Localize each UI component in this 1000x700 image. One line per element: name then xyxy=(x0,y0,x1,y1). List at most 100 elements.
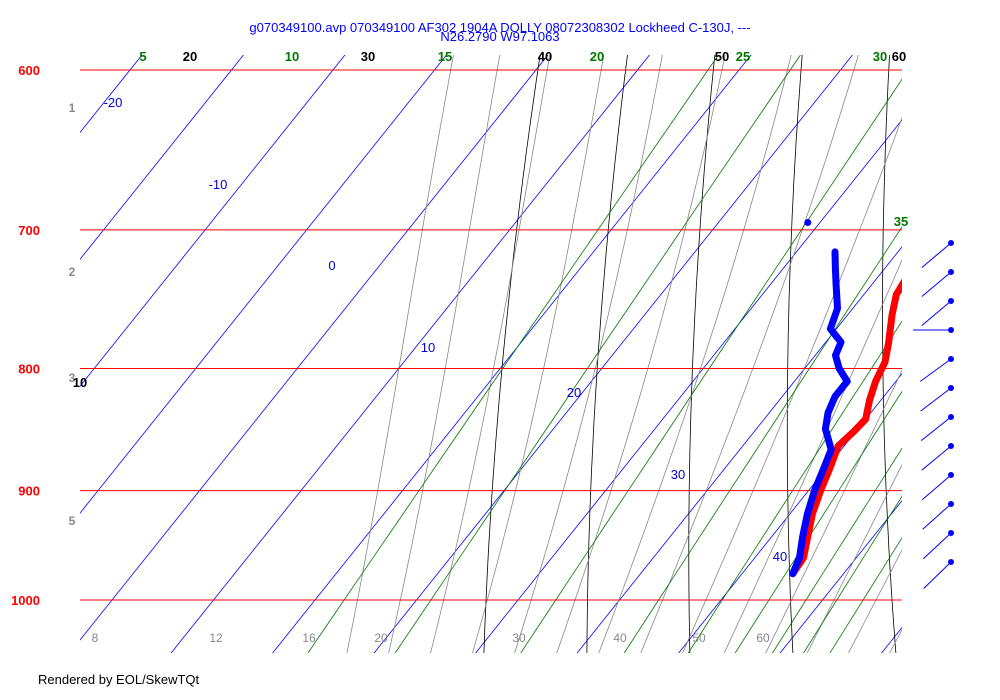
isotherm-line xyxy=(881,626,902,653)
top-scale-label: 40 xyxy=(538,49,552,64)
top-scale-label: 30 xyxy=(361,49,375,64)
isotherm-label: -20 xyxy=(104,95,123,110)
temperature-profile xyxy=(789,278,902,578)
wind-barb xyxy=(922,530,954,560)
mixing-ratio-line xyxy=(829,537,902,653)
mixing-ratio-line xyxy=(772,447,902,653)
wind-barb xyxy=(920,414,954,441)
bottom-scale-label: 20 xyxy=(374,631,388,645)
mixing-ratio-line xyxy=(623,226,902,653)
moist-adiabat-line xyxy=(388,55,501,653)
height-label: 2 xyxy=(69,265,76,279)
wind-barb xyxy=(920,385,954,412)
top-scale-label: 50 xyxy=(715,49,729,64)
wind-barb-dot xyxy=(948,385,954,391)
wind-barb xyxy=(921,240,954,268)
wind-barb xyxy=(921,443,954,471)
top-scale-label: 20 xyxy=(183,49,197,64)
dry-adiabat-line xyxy=(483,55,541,653)
moist-adiabat-line xyxy=(906,0,1000,699)
wind-barb-shaft xyxy=(920,358,952,382)
wind-barb xyxy=(921,472,954,501)
moist-adiabat-line xyxy=(472,55,605,653)
isotherm-line xyxy=(373,55,853,653)
isotherm-label: 20 xyxy=(567,385,581,400)
moist-adiabat-line xyxy=(946,0,1000,699)
wind-barb-shaft xyxy=(921,300,952,326)
isotherm-line xyxy=(779,499,902,653)
height-label: 1 xyxy=(69,101,76,115)
chart-subtitle: N26.2790 W97.1063 xyxy=(440,29,559,44)
wind-barb-dot xyxy=(948,472,954,478)
wind-barb-shaft xyxy=(921,271,952,297)
dry-adiabat-line xyxy=(786,55,803,653)
isotherm-line xyxy=(678,373,902,653)
isotherm-label: 0 xyxy=(328,258,335,273)
wind-barb xyxy=(920,356,954,382)
dewpoint-endpoint-marker xyxy=(804,219,812,226)
mixing-ratio-line xyxy=(520,78,902,653)
moist-adiabat-line xyxy=(723,259,902,653)
moist-adiabat-line xyxy=(765,369,902,653)
mixing-ratio-label: 35 xyxy=(894,214,908,229)
wind-barb-dot xyxy=(948,443,954,449)
isotherm-line xyxy=(272,55,752,653)
wind-barb-dot xyxy=(948,559,954,565)
wind-barb-dot xyxy=(948,298,954,304)
wind-barb xyxy=(913,327,954,333)
wind-barb-shaft xyxy=(921,242,952,268)
wind-barb-dot xyxy=(948,530,954,536)
isotherm-label: -10 xyxy=(209,177,228,192)
mixing-ratio-label: 30 xyxy=(873,49,887,64)
dry-adiabat-line xyxy=(688,55,716,653)
pressure-tick-label: 900 xyxy=(18,484,40,499)
mixing-ratio-line xyxy=(687,320,902,653)
wind-barb-dot xyxy=(948,240,954,246)
sounding-profiles xyxy=(789,219,944,578)
bottom-scale-label: 12 xyxy=(209,631,223,645)
wind-barb-shaft xyxy=(920,387,952,412)
wind-barb-shaft xyxy=(921,474,952,501)
isotherm-label: 10 xyxy=(421,340,435,355)
mixing-ratio-label: 10 xyxy=(285,49,299,64)
top-scale-label: 60 xyxy=(892,49,906,64)
mixing-ratio-label: 20 xyxy=(590,49,604,64)
mixing-ratio-line xyxy=(307,55,719,653)
chart-title: g070349100.avp 070349100 AF302 1904A DOL… xyxy=(249,20,750,35)
pressure-tick-label: 800 xyxy=(18,361,40,376)
wind-barb-shaft xyxy=(922,532,952,560)
wind-barb xyxy=(923,559,954,589)
temperature-endpoint-marker xyxy=(937,221,944,228)
height-label: 3 xyxy=(69,371,76,385)
bottom-scale-label: 16 xyxy=(302,631,316,645)
wind-barb-shaft xyxy=(922,503,952,530)
bottom-scale-label: 30 xyxy=(512,631,526,645)
moist-adiabat-line xyxy=(640,55,859,653)
mixing-ratio-line xyxy=(734,390,902,653)
dry-adiabat-line xyxy=(882,55,897,653)
pressure-tick-label: 1000 xyxy=(11,593,40,608)
isotherm-line xyxy=(946,0,1000,699)
isotherm-line xyxy=(80,55,244,260)
wind-barb-dot xyxy=(948,414,954,420)
moist-adiabat-line xyxy=(848,549,902,653)
dewpoint-profile xyxy=(789,248,851,578)
wind-barb xyxy=(922,501,954,530)
pressure-tick-label: 600 xyxy=(18,63,40,78)
wind-barb-dot xyxy=(948,327,954,333)
isotherm-line xyxy=(80,55,143,134)
mixing-ratio-label: 5 xyxy=(139,49,146,64)
mixing-ratio-line xyxy=(394,55,801,653)
wind-barb-dot xyxy=(948,501,954,507)
moist-adiabat-line xyxy=(682,116,902,653)
moist-adiabat-line xyxy=(556,55,726,653)
bottom-scale-label: 50 xyxy=(692,631,706,645)
wind-barb-dot xyxy=(948,269,954,275)
left-scale-label: 10 xyxy=(73,375,87,390)
mixing-ratio-label: 15 xyxy=(438,49,452,64)
isotherm-line xyxy=(80,55,447,514)
moist-adiabat-line xyxy=(346,55,454,653)
